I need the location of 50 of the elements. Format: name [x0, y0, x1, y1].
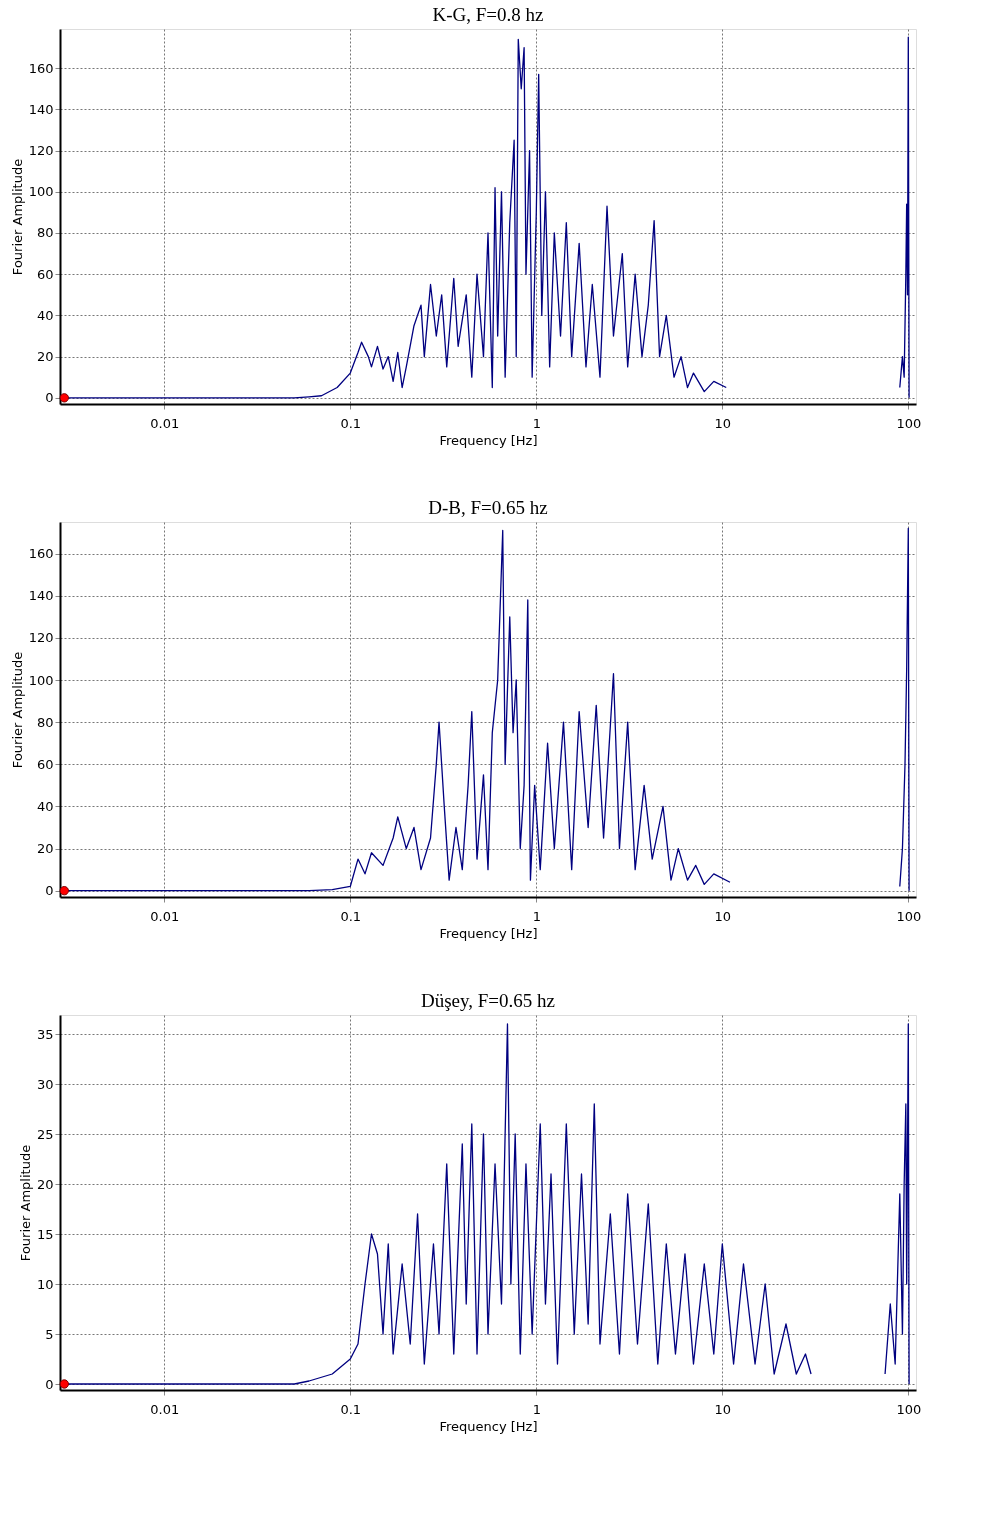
x-axis-title: Frequency [Hz]	[439, 432, 538, 448]
chart-title: Düşey, F=0.65 hz	[420, 990, 556, 1011]
y-tick-label: 20	[36, 349, 54, 365]
x-tick-label: 0.01	[150, 908, 180, 924]
y-tick-label: 35	[36, 1026, 54, 1042]
y-tick-label: 80	[36, 714, 54, 730]
x-tick-label: 0.01	[150, 415, 180, 431]
y-axis-title: Fourier Amplitude	[9, 651, 25, 769]
y-tick-label: 80	[36, 225, 54, 241]
y-tick-label: 60	[36, 756, 54, 772]
y-axis-title: Fourier Amplitude	[17, 1144, 33, 1262]
x-tick-label: 10	[714, 1401, 732, 1417]
x-tick-label: 1	[532, 415, 541, 431]
x-tick-label: 1	[532, 908, 541, 924]
x-tick-label: 0.1	[340, 908, 362, 924]
y-axis-title: Fourier Amplitude	[9, 158, 25, 276]
chart-title: D-B, F=0.65 hz	[428, 497, 548, 518]
x-tick-label: 10	[714, 415, 732, 431]
y-tick-label: 140	[28, 588, 54, 604]
x-tick-label: 100	[896, 908, 922, 924]
x-axis-title: Frequency [Hz]	[439, 1418, 538, 1434]
chart-title: K-G, F=0.8 hz	[432, 4, 544, 25]
y-tick-label: 120	[28, 630, 54, 646]
y-tick-label: 40	[36, 307, 54, 323]
x-tick-label: 0.01	[150, 1401, 180, 1417]
x-axis-title: Frequency [Hz]	[439, 925, 538, 941]
y-tick-label: 0	[45, 883, 54, 899]
y-tick-label: 160	[28, 60, 54, 76]
y-tick-label: 140	[28, 101, 54, 117]
y-tick-label: 10	[36, 1276, 54, 1292]
y-tick-label: 0	[45, 1376, 54, 1392]
y-tick-label: 25	[36, 1126, 54, 1142]
x-tick-label: 10	[714, 908, 732, 924]
x-tick-label: 0.1	[340, 1401, 362, 1417]
y-tick-label: 20	[36, 841, 54, 857]
x-tick-label: 100	[896, 1401, 922, 1417]
y-tick-label: 100	[28, 184, 54, 200]
y-tick-label: 40	[36, 798, 54, 814]
y-tick-label: 100	[28, 672, 54, 688]
x-tick-label: 100	[896, 415, 922, 431]
y-tick-label: 30	[36, 1076, 54, 1092]
y-tick-label: 120	[28, 143, 54, 159]
x-tick-label: 0.1	[340, 415, 362, 431]
y-tick-label: 160	[28, 546, 54, 562]
y-tick-label: 0	[45, 390, 54, 406]
y-tick-label: 15	[36, 1226, 54, 1242]
y-tick-label: 20	[36, 1176, 54, 1192]
x-tick-label: 1	[532, 1401, 541, 1417]
y-tick-label: 60	[36, 266, 54, 282]
y-tick-label: 5	[45, 1326, 54, 1342]
